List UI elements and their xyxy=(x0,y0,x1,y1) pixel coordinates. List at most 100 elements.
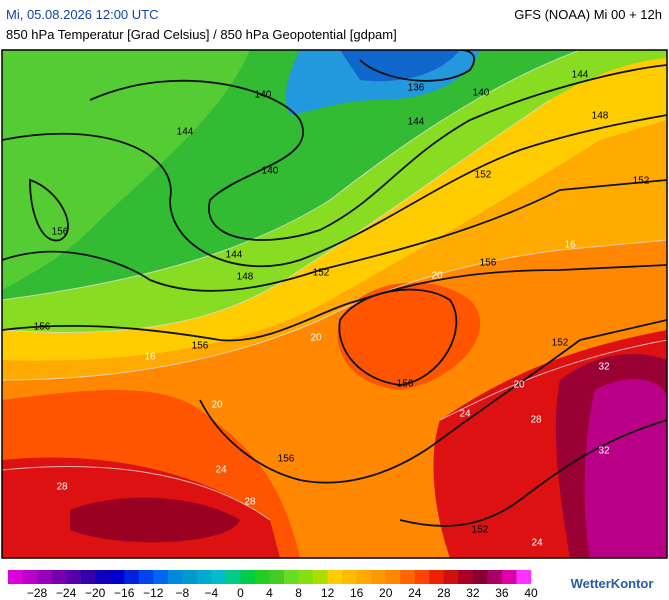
colorbar-cell xyxy=(240,570,256,584)
colorbar-cell xyxy=(429,570,445,584)
colorbar-cell xyxy=(327,570,343,584)
colorbar-cell xyxy=(254,570,270,584)
colorbar-cell xyxy=(371,570,387,584)
colorbar-label: −28 xyxy=(27,586,48,600)
geopotential-label: 144 xyxy=(572,70,589,81)
colorbar-label: 40 xyxy=(524,586,538,600)
geopotential-label: 152 xyxy=(633,176,650,187)
colorbar-cell xyxy=(37,570,52,584)
geopotential-label: 156 xyxy=(192,341,209,352)
geopotential-label: 152 xyxy=(313,268,330,279)
map-frame xyxy=(1,49,668,559)
colorbar-cell xyxy=(225,570,241,584)
colorbar-cell xyxy=(356,570,372,584)
isotherm-label: 28 xyxy=(530,415,542,426)
isotherms xyxy=(2,50,667,521)
colorbar-cell xyxy=(414,570,430,584)
colorbar-cell xyxy=(284,570,299,584)
geopotential-label: 148 xyxy=(592,111,609,122)
field xyxy=(2,50,250,290)
isotherm-label: 20 xyxy=(513,380,525,391)
colorbar-label: 0 xyxy=(237,586,244,600)
colorbar-label: 4 xyxy=(266,586,273,600)
colorbar-label: 16 xyxy=(350,586,364,600)
model-run: GFS (NOAA) Mi 00 + 12h xyxy=(514,7,662,22)
colorbar-label: −4 xyxy=(205,586,219,600)
colorbar-cell xyxy=(400,570,416,584)
colorbar-label: 12 xyxy=(321,586,335,600)
isotherm-labels: 16 20 20 20 20 24 24 28 28 28 32 32 24 16 xyxy=(56,240,610,549)
colorbar-label: 28 xyxy=(437,586,451,600)
colorbar-cell xyxy=(501,570,517,584)
colorbar-cell xyxy=(51,570,67,584)
colorbar-label: −20 xyxy=(85,586,106,600)
geopotential-label: 136 xyxy=(408,83,425,94)
colorbar-cell xyxy=(269,570,285,584)
colorbar-label: −24 xyxy=(56,586,77,600)
colorbar-cell xyxy=(138,570,154,584)
geopotential-label: 140 xyxy=(255,90,272,101)
colorbar-cell xyxy=(167,570,183,584)
logo: WetterKontor xyxy=(571,576,654,591)
colorbar-label: −8 xyxy=(175,586,189,600)
isotherm-label: 16 xyxy=(564,240,576,251)
colorbar-label: 20 xyxy=(379,586,393,600)
geopotential-label: 156 xyxy=(480,258,497,269)
subtitle: 850 hPa Temperatur [Grad Celsius] / 850 … xyxy=(6,27,397,42)
geopotential-label: 144 xyxy=(226,250,243,261)
geopotential-label: 144 xyxy=(408,117,425,128)
isotherm-label: 28 xyxy=(56,482,68,493)
colorbar-label: 8 xyxy=(295,586,302,600)
colorbar-cell xyxy=(313,570,328,584)
isotherm-label: 20 xyxy=(431,271,443,282)
colorbar-cell xyxy=(8,570,23,584)
colorbar-cell xyxy=(109,570,125,584)
geopotential-labels: 140 136 140 144 144 144 148 140 152 152 156 144 148 1… xyxy=(34,70,650,536)
colorbar-cell xyxy=(458,570,474,584)
geopotential-label: 156 xyxy=(278,454,295,465)
isotherm-label: 16 xyxy=(144,352,156,363)
colorbar-label: −12 xyxy=(143,586,164,600)
colorbar-label: −16 xyxy=(114,586,135,600)
geopotential-label: 140 xyxy=(262,166,279,177)
colorbar-cell xyxy=(182,570,198,584)
isotherm-label: 32 xyxy=(598,446,610,457)
colorbar-cell xyxy=(66,570,81,584)
colorbar-cell xyxy=(516,570,532,584)
colorbar-cell xyxy=(385,570,401,584)
colorbar-cell xyxy=(124,570,140,584)
field xyxy=(70,497,240,543)
geopotential-contours xyxy=(2,50,667,527)
colorbar-label: 24 xyxy=(408,586,422,600)
colorbar-cell xyxy=(472,570,488,584)
field xyxy=(337,282,481,390)
field xyxy=(584,379,667,558)
isotherm-label: 20 xyxy=(211,400,223,411)
geopotential-label: 156 xyxy=(397,379,414,390)
isotherm-label: 24 xyxy=(459,409,471,420)
field xyxy=(340,50,460,82)
geopotential-label: 156 xyxy=(34,322,51,333)
geopotential-label: 148 xyxy=(237,272,254,283)
isotherm-label: 32 xyxy=(598,362,610,373)
geopotential-label: 152 xyxy=(552,338,569,349)
geopotential-label: 140 xyxy=(473,88,490,99)
colorbar-cell xyxy=(196,570,212,584)
isotherm-label: 24 xyxy=(531,538,543,549)
colorbar-label: 32 xyxy=(466,586,480,600)
colorbar-label: 36 xyxy=(495,586,509,600)
colorbar-cell xyxy=(298,570,314,584)
colorbar-cell xyxy=(211,570,227,584)
colorbar-cell xyxy=(95,570,110,584)
isotherm-label: 28 xyxy=(244,497,256,508)
colorbar-cell xyxy=(342,570,357,584)
isotherm-label: 20 xyxy=(310,333,322,344)
colorbar: −28 −24 −20 −16 −12 −8 −4 0 4 8 12 16 20 24 28 32 36 40 xyxy=(8,570,538,600)
colorbar-cell xyxy=(22,570,38,584)
datetime: Mi, 05.08.2026 12:00 UTC xyxy=(6,7,158,22)
geopotential-label: 152 xyxy=(472,525,489,536)
isotherm-label: 24 xyxy=(215,465,227,476)
geopotential-label: 152 xyxy=(475,170,492,181)
